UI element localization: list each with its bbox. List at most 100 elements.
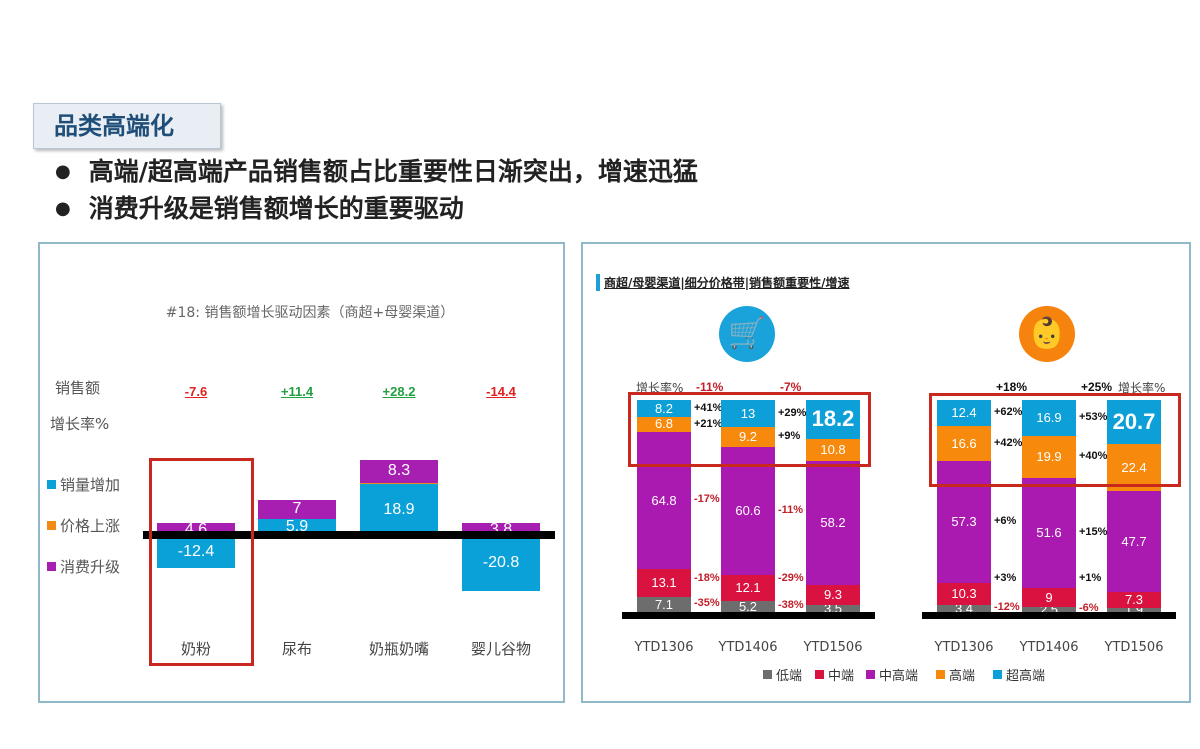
growth-annotation: -35%: [694, 597, 720, 610]
total-growth-annotation: +25%: [1081, 380, 1113, 394]
growth-annotation: -29%: [778, 572, 804, 584]
bar-segment: 20.7: [1107, 400, 1161, 444]
legend-item: 消费升级: [47, 556, 120, 577]
legend-label: 价格上涨: [60, 517, 121, 535]
category-label: YTD1506: [803, 640, 863, 655]
legend-swatch: [936, 670, 945, 679]
growth-annotation: -6%: [1079, 602, 1099, 615]
baby-icon: 👶: [1019, 306, 1075, 362]
legend-swatch: [993, 670, 1002, 679]
bar-segment: 5.2: [721, 600, 775, 612]
bar-segment: 16.9: [1022, 400, 1076, 437]
bar-segment: 9: [1022, 587, 1076, 607]
highlight-box: [929, 393, 1181, 487]
growth-annotation: -18%: [694, 572, 720, 584]
bar-segment: 10.8: [806, 438, 860, 462]
highlight-box: [149, 458, 254, 666]
legend-label: 中高端: [879, 669, 919, 684]
growth-annotation: +6%: [994, 515, 1017, 528]
bar-segment: 22.4: [1107, 443, 1161, 492]
bar-segment: 13: [721, 399, 775, 428]
bar-segment: 10.3: [937, 582, 991, 605]
bar-segment: 51.6: [1022, 478, 1076, 588]
bar-segment: 12.4: [937, 400, 991, 427]
growth-annotation: +40%: [1079, 450, 1108, 463]
growth-annotation: -38%: [778, 599, 804, 612]
bar-segment: 7.3: [1107, 592, 1161, 608]
growth-annotation: -12%: [994, 601, 1020, 614]
row-label: 增长率%: [50, 415, 110, 433]
bar-segment: 7.1: [637, 596, 691, 612]
growth-annotation: +1%: [1079, 572, 1102, 584]
legend-label: 中端: [828, 669, 855, 684]
bar-segment: 60.6: [721, 446, 775, 576]
growth-annotation: +41%: [694, 401, 723, 414]
total-growth-label: -7.6: [184, 384, 208, 399]
zero-line: [143, 531, 555, 539]
legend-label: 高端: [949, 669, 976, 684]
bar-segment: 16.6: [937, 426, 991, 462]
bar-segment: 2.5: [1022, 606, 1076, 612]
legend-label: 消费升级: [60, 558, 121, 576]
chart-title: #18: 销售额增长驱动因素（商超+母婴渠道）: [165, 305, 455, 321]
bar-segment: 3.8: [462, 523, 540, 534]
legend-swatch: [47, 480, 56, 489]
legend-swatch: [866, 670, 875, 679]
bar-segment: 58.2: [806, 461, 860, 585]
growth-annotation: +42%: [994, 436, 1023, 449]
bullet-1: 高端/超高端产品销售额占比重要性日渐突出，增速迅猛: [55, 156, 698, 188]
bar-segment: -20.8: [462, 535, 540, 592]
bar-segment: 18.9: [360, 483, 438, 535]
category-label: 尿布: [281, 640, 312, 658]
left-chart-panel: [38, 242, 565, 703]
legend-label: 销量增加: [60, 476, 121, 494]
total-growth-annotation: +18%: [996, 380, 1028, 394]
bar-segment: 57.3: [937, 461, 991, 583]
bar-segment: 19.9: [1022, 436, 1076, 479]
row-label: 销售额: [55, 379, 101, 397]
legend-swatch: [815, 670, 824, 679]
growth-label: 增长率%: [636, 381, 684, 395]
zero-line: [622, 612, 875, 619]
total-growth-annotation: -7%: [780, 380, 802, 394]
bar-segment: 8.2: [637, 400, 691, 418]
highlight-box: [628, 392, 871, 467]
legend-item: 低端: [763, 665, 802, 684]
growth-annotation: +53%: [1079, 411, 1108, 424]
bar-segment: 12.1: [721, 575, 775, 601]
total-growth-label: +11.4: [280, 384, 314, 399]
legend-item: 中端: [815, 665, 854, 684]
bar-segment: 13.1: [637, 569, 691, 597]
bar-segment: 9.2: [721, 427, 775, 447]
section-tag: 品类高端化: [33, 103, 221, 149]
category-label: YTD1406: [718, 640, 778, 655]
legend-label: 低端: [776, 669, 803, 684]
category-label: YTD1506: [1104, 640, 1164, 655]
bar-segment: 8.3: [360, 460, 438, 483]
legend-item: 超高端: [993, 665, 1045, 684]
bar-segment: 3.4: [937, 604, 991, 612]
category-label: 奶瓶奶嘴: [368, 640, 429, 658]
bar-segment: 64.8: [637, 431, 691, 570]
growth-label: 增长率%: [1118, 381, 1166, 395]
total-growth-annotation: -11%: [696, 380, 724, 394]
legend-label: 超高端: [1006, 669, 1046, 684]
bar-segment: 3.5: [806, 604, 860, 612]
legend-item: 价格上涨: [47, 515, 120, 536]
growth-annotation: -17%: [694, 493, 720, 506]
category-label: YTD1306: [934, 640, 994, 655]
bar-segment: 18.2: [806, 400, 860, 439]
legend-item: 高端: [936, 665, 975, 684]
legend-swatch: [47, 521, 56, 530]
legend-item: 销量增加: [47, 474, 120, 495]
shopping-cart-icon: 🛒: [719, 306, 775, 362]
category-label: 奶粉: [180, 640, 211, 658]
bar-segment: 6.8: [637, 417, 691, 432]
bar-segment: 47.7: [1107, 491, 1161, 593]
legend-swatch: [763, 670, 772, 679]
zero-line: [922, 612, 1176, 619]
legend-swatch: [47, 562, 56, 571]
bar-segment: -12.4: [157, 535, 235, 569]
category-label: 婴儿谷物: [470, 640, 531, 658]
growth-annotation: +9%: [778, 430, 801, 443]
